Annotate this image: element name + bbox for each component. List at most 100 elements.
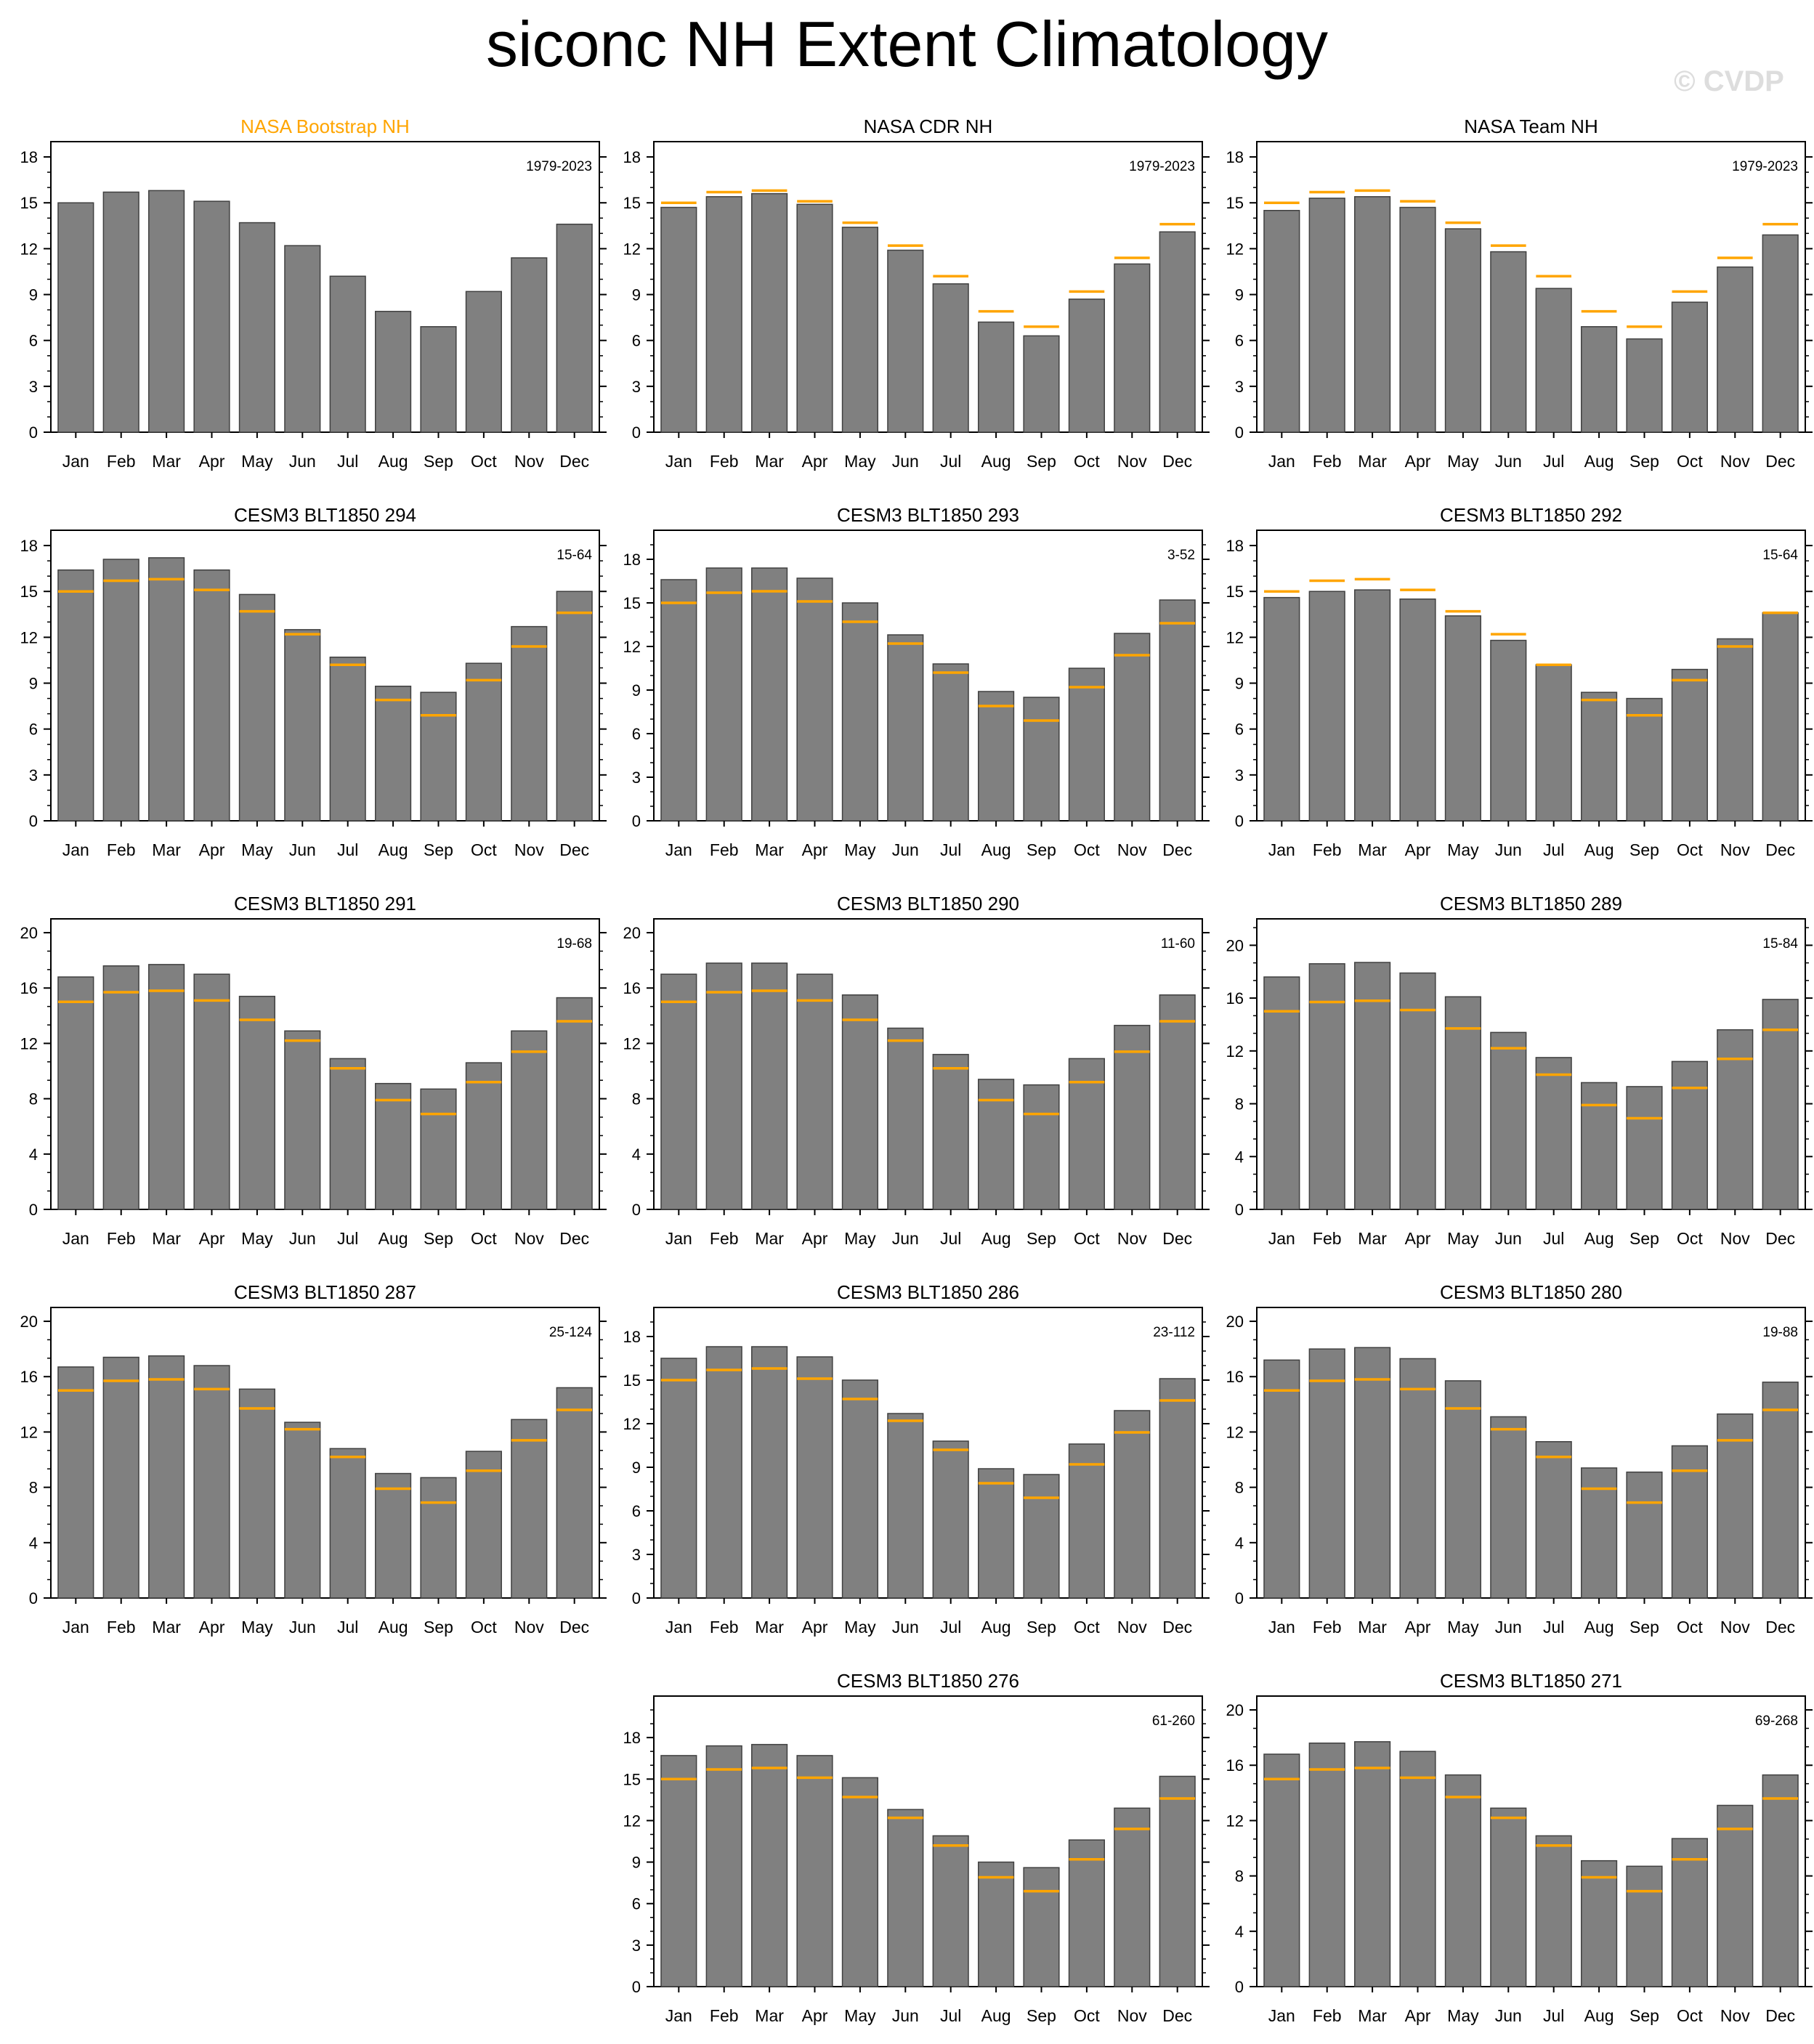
x-tick-label: Sep	[424, 840, 453, 859]
y-tick-label: 0	[632, 812, 641, 830]
panel-title: CESM3 BLT1850 294	[234, 504, 416, 526]
x-tick-label: Jun	[1495, 2006, 1522, 2025]
bar-may	[1444, 1774, 1481, 1987]
bar-jan	[660, 1755, 697, 1987]
bar-jan	[57, 202, 94, 433]
bar-oct	[465, 1062, 502, 1210]
y-tick-label: 12	[1226, 628, 1244, 646]
x-tick-label: Jul	[337, 452, 358, 471]
x-tick-label: May	[1447, 2006, 1479, 2025]
x-tick-label: Jun	[892, 1229, 919, 1248]
x-tick-label: Jan	[62, 840, 89, 859]
bar-dec	[556, 1387, 593, 1599]
bar-feb	[705, 962, 742, 1210]
x-tick-label: May	[1447, 1618, 1479, 1637]
bar-jan	[57, 1366, 94, 1599]
bar-dec	[1159, 231, 1196, 433]
x-tick-label: May	[241, 1229, 273, 1248]
y-tick-label: 0	[1235, 1201, 1244, 1219]
x-tick-label: Mar	[1358, 2006, 1387, 2025]
plot-frame	[50, 1307, 600, 1599]
x-tick-label: Aug	[981, 840, 1011, 859]
bar-feb	[102, 1356, 139, 1599]
bar-aug	[978, 1468, 1015, 1599]
bar-mar	[751, 192, 788, 433]
bar-apr	[193, 1365, 230, 1599]
x-tick-label: Jan	[1268, 1618, 1295, 1637]
bar-apr	[1399, 1358, 1436, 1599]
x-tick-label: Jul	[940, 840, 961, 859]
bar-feb	[1308, 198, 1345, 433]
x-tick-label: Apr	[1405, 1618, 1431, 1637]
chart-panel: CESM3 BLT1850 290 11-60 0 4 8 12 16 20 Jan Feb Mar…	[623, 893, 1210, 1248]
bar-may	[841, 602, 878, 822]
bar-oct	[1671, 1838, 1708, 1987]
bar-dec	[1762, 1774, 1799, 1987]
x-tick-label: Nov	[1720, 2006, 1750, 2025]
y-tick-label: 8	[29, 1090, 38, 1108]
x-tick-label: Oct	[1677, 1618, 1703, 1637]
x-tick-label: May	[1447, 1229, 1479, 1248]
x-tick-label: Sep	[1629, 1618, 1659, 1637]
bar-may	[1444, 996, 1481, 1210]
x-tick-label: Jan	[62, 452, 89, 471]
x-tick-label: Apr	[199, 1618, 225, 1637]
bar-may	[238, 222, 275, 433]
bar-jul	[1535, 288, 1572, 433]
x-tick-label: Jul	[337, 1229, 358, 1248]
bar-feb	[102, 191, 139, 433]
bar-jul	[932, 1835, 969, 1987]
bar-jun	[1490, 639, 1527, 822]
period-label: 3-52	[1167, 548, 1195, 563]
bar-may	[238, 1388, 275, 1599]
bar-may	[841, 227, 878, 433]
bar-apr	[1399, 206, 1436, 433]
y-tick-label: 0	[632, 423, 641, 442]
period-label: 15-64	[556, 548, 592, 563]
x-tick-label: Apr	[1405, 2006, 1431, 2025]
y-tick-label: 0	[1235, 423, 1244, 442]
bar-apr	[193, 200, 230, 433]
bar-jul	[1535, 1835, 1572, 1987]
x-tick-label: Oct	[471, 840, 497, 859]
x-tick-label: Apr	[802, 840, 828, 859]
x-tick-label: Sep	[1629, 452, 1659, 471]
x-tick-label: Feb	[1313, 840, 1342, 859]
x-tick-label: Aug	[378, 1618, 408, 1637]
bar-aug	[978, 1861, 1015, 1987]
bar-dec	[556, 223, 593, 433]
x-tick-label: Jul	[1543, 452, 1564, 471]
x-tick-label: Dec	[559, 1229, 589, 1248]
x-tick-label: Jun	[289, 452, 316, 471]
y-tick-label: 9	[29, 675, 38, 693]
y-tick-label: 0	[632, 1978, 641, 1996]
bar-jul	[329, 656, 366, 822]
x-tick-label: Feb	[710, 1618, 739, 1637]
period-label: 15-64	[1762, 548, 1798, 563]
x-tick-label: May	[844, 1618, 876, 1637]
x-tick-label: Apr	[199, 452, 225, 471]
x-tick-label: Aug	[1584, 452, 1614, 471]
x-tick-label: Sep	[1027, 1618, 1056, 1637]
bar-jun	[284, 1030, 321, 1210]
bar-jan	[1263, 596, 1300, 822]
period-label: 19-68	[556, 936, 592, 952]
y-tick-label: 4	[1235, 1148, 1244, 1166]
x-tick-label: Aug	[981, 452, 1011, 471]
x-tick-label: Mar	[152, 840, 181, 859]
bar-oct	[1671, 1060, 1708, 1210]
x-tick-label: May	[844, 2006, 876, 2025]
y-tick-label: 9	[1235, 675, 1244, 693]
x-tick-label: Nov	[1720, 1229, 1750, 1248]
plot-frame	[653, 918, 1203, 1210]
bar-aug	[1581, 325, 1618, 433]
x-tick-label: Nov	[1117, 1229, 1147, 1248]
y-tick-label: 12	[623, 1415, 641, 1433]
y-tick-label: 6	[29, 721, 38, 739]
period-label: 1979-2023	[526, 159, 592, 174]
chart-panel: CESM3 BLT1850 293 3-52 0 3 6 9 12 15 18 Jan Feb Mar…	[623, 504, 1210, 859]
x-tick-label: Dec	[1765, 452, 1795, 471]
y-tick-label: 12	[1226, 240, 1244, 258]
